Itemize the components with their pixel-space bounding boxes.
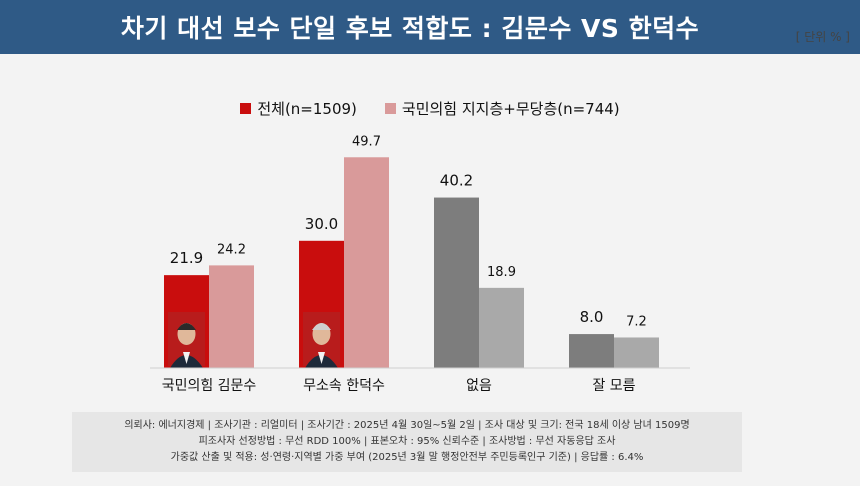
legend-swatch-subgroup (384, 103, 396, 114)
category-label-none: 없음 (466, 378, 492, 394)
data-label-han-series-2: 49.7 (352, 134, 381, 149)
legend-item-total: 전체(n=1509) (240, 98, 357, 119)
legend-label-subgroup: 국민의힘 지지층+무당층(n=744) (401, 100, 620, 118)
candidate-portrait-kim (168, 312, 205, 368)
data-label-unknown-series-2: 7.2 (626, 314, 647, 329)
footnote-line-1: 의뢰사: 에너지경제 | 조사기관 : 리얼미터 | 조사기간 : 2025년 … (124, 420, 690, 431)
survey-footnote: 의뢰사: 에너지경제 | 조사기관 : 리얼미터 | 조사기간 : 2025년 … (72, 412, 742, 472)
data-label-none-series-1: 40.2 (440, 172, 473, 190)
legend: 전체(n=1509) 국민의힘 지지층+무당층(n=744) (0, 98, 860, 119)
data-label-kim-series-2: 24.2 (217, 242, 246, 257)
category-label-unknown: 잘 모름 (592, 378, 635, 394)
bar-han-series-2 (344, 157, 389, 368)
bar-unknown-series-1 (569, 334, 614, 368)
title-bar: 차기 대선 보수 단일 후보 적합도 : 김문수 VS 한덕수 (0, 0, 860, 54)
data-label-unknown-series-1: 8.0 (580, 308, 604, 326)
data-label-han-series-1: 30.0 (305, 215, 338, 233)
bar-unknown-series-2 (614, 337, 659, 368)
legend-label-total: 전체(n=1509) (257, 100, 357, 118)
chart-title: 차기 대선 보수 단일 후보 적합도 : 김문수 VS 한덕수 (120, 14, 700, 43)
legend-swatch-total (240, 103, 252, 114)
footnote-line-2: 피조사자 선정방법 : 무선 RDD 100% | 표본오차 : 95% 신뢰수… (198, 436, 616, 447)
bar-none-series-1 (434, 197, 479, 368)
category-label-han: 무소속 한덕수 (303, 378, 385, 394)
legend-item-subgroup: 국민의힘 지지층+무당층(n=744) (384, 98, 620, 119)
bar-none-series-2 (479, 287, 524, 368)
candidate-portrait-han (303, 312, 340, 368)
footnote-line-3: 가중값 산출 및 적용: 성·연령·지역별 가중 부여 (2025년 3월 말 … (170, 452, 644, 463)
category-label-kim: 국민의힘 김문수 (162, 378, 257, 394)
bar-kim-series-2 (209, 265, 254, 368)
unit-label: [ 단위 % ] (795, 30, 850, 44)
data-label-kim-series-1: 21.9 (170, 249, 203, 267)
data-label-none-series-2: 18.9 (487, 265, 516, 280)
